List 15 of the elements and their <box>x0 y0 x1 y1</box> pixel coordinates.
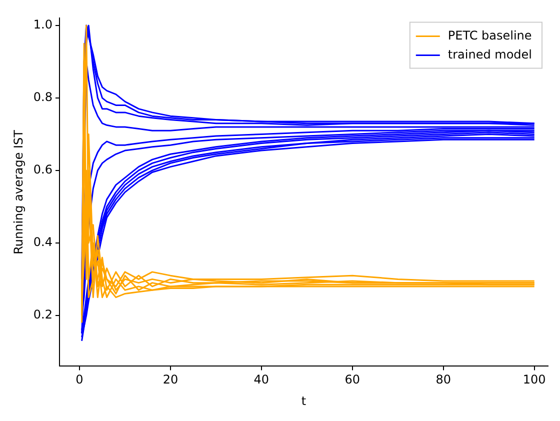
x-tick-label: 0 <box>76 372 84 387</box>
y-axis-title: Running average IST <box>11 129 26 254</box>
y-tick-label: 0.8 <box>33 90 52 104</box>
y-tick-label: 1.0 <box>33 18 52 32</box>
y-tick-label: 0.6 <box>33 162 52 177</box>
x-tick-label: 100 <box>522 372 546 387</box>
x-tick-label: 20 <box>162 372 178 387</box>
x-tick-label: 80 <box>436 372 452 387</box>
y-tick-label: 0.2 <box>33 308 52 322</box>
legend-label: trained model <box>448 47 532 62</box>
x-axis-title: t <box>301 394 306 408</box>
x-tick-label: 60 <box>344 372 360 387</box>
y-tick-label: 0.4 <box>33 235 52 250</box>
legend-label: PETC baseline <box>448 28 532 42</box>
x-tick-label: 40 <box>254 372 270 387</box>
